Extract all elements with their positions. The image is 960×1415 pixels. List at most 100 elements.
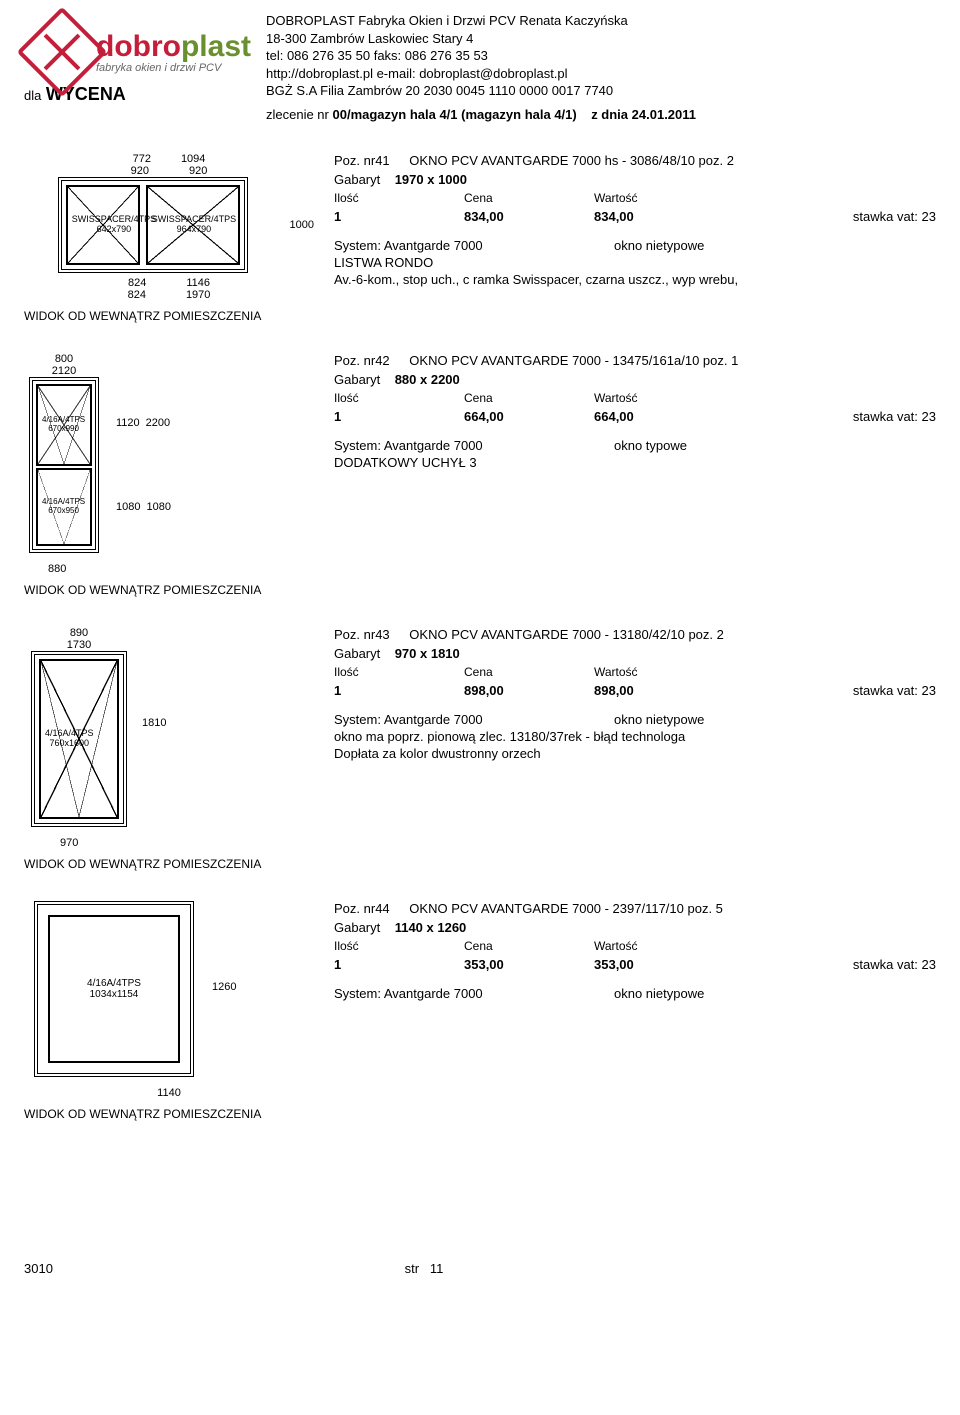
order-line: zlecenie nr 00/magazyn hala 4/1 (magazyn… bbox=[266, 106, 936, 124]
glass-42-top: 4/16A/4TPS 670x990 bbox=[42, 416, 85, 434]
poz-42-title: OKNO PCV AVANTGARDE 7000 - 13475/161a/10… bbox=[409, 353, 738, 368]
system-label: System: bbox=[334, 238, 381, 253]
gl-43-name: 4/16A/4TPS bbox=[45, 728, 94, 738]
dim-970: 970 bbox=[60, 837, 314, 849]
okno-type-44: okno nietypowe bbox=[614, 986, 704, 1001]
gabaryt-label: Gabaryt bbox=[334, 646, 380, 661]
qty-values-43: 1 898,00 898,00 stawka vat: 23 bbox=[334, 683, 936, 698]
sash-top-42: 4/16A/4TPS 670x990 bbox=[36, 384, 92, 466]
gabaryt-44-row: Gabaryt 1140 x 1260 bbox=[334, 920, 936, 935]
poz-label: Poz. bbox=[334, 627, 360, 642]
note-42-0: DODATKOWY UCHYŁ 3 bbox=[334, 455, 936, 470]
dim-890: 890 bbox=[24, 627, 134, 639]
position-41: 772 1094 920 920 SWISSPACER/4TPS 642x790… bbox=[24, 153, 936, 323]
dim-772: 772 bbox=[133, 153, 151, 165]
wartosc-44: 353,00 bbox=[594, 957, 634, 972]
ilosc-43: 1 bbox=[334, 683, 341, 698]
wartosc-h: Wartość bbox=[594, 939, 714, 953]
qty-headers-42: Ilość Cena Wartość bbox=[334, 391, 936, 405]
poz-44-title: OKNO PCV AVANTGARDE 7000 - 2397/117/10 p… bbox=[409, 901, 723, 916]
position-43: 890 1730 4/16A/4TPS 760x1600 1810 970 WI… bbox=[24, 627, 936, 871]
gabaryt-label: Gabaryt bbox=[334, 920, 380, 935]
note-43-0: okno ma poprz. pionową zlec. 13180/37rek… bbox=[334, 729, 936, 744]
logo-name-2: plast bbox=[181, 30, 251, 63]
cena-43: 898,00 bbox=[464, 683, 504, 698]
window-frame-44: 4/16A/4TPS 1034x1154 bbox=[34, 901, 194, 1077]
page-number: 11 bbox=[430, 1261, 444, 1276]
gl-l-name: SWISSPACER/4TPS bbox=[72, 214, 156, 224]
ilosc-h: Ilość bbox=[334, 665, 424, 679]
bank-line: BGŻ S.A Filia Zambrów 20 2030 0045 1110 … bbox=[266, 82, 936, 100]
wartosc-42: 664,00 bbox=[594, 409, 634, 424]
dim-824a: 824 bbox=[128, 277, 146, 289]
position-42: 800 2120 4/16A/4TPS 670x990 4/16A/4TPS 6… bbox=[24, 353, 936, 597]
system-label: System: bbox=[334, 986, 381, 1001]
dim-1260: 1260 bbox=[212, 981, 236, 993]
note-41-0: LISTWA RONDO bbox=[334, 255, 936, 270]
dim-920a: 920 bbox=[131, 165, 149, 177]
web-line: http://dobroplast.pl e-mail: dobroplast@… bbox=[266, 65, 936, 83]
vat-42: 23 bbox=[922, 409, 936, 424]
sash-bottom-42: 4/16A/4TPS 670x950 bbox=[36, 468, 92, 546]
system-43-row: System: Avantgarde 7000 okno nietypowe bbox=[334, 712, 936, 727]
company-line: DOBROPLAST Fabryka Okien i Drzwi PCV Ren… bbox=[266, 12, 936, 30]
glass-44: 4/16A/4TPS 1034x1154 bbox=[87, 978, 141, 1000]
dim-1730: 1730 bbox=[24, 639, 134, 651]
tel-line: tel: 086 276 35 50 faks: 086 276 35 53 bbox=[266, 47, 936, 65]
poz-44-id: nr44 bbox=[364, 901, 390, 916]
dim-2200: 2200 bbox=[146, 417, 170, 429]
okno-type-41: okno nietypowe bbox=[614, 238, 704, 253]
order-prefix: zlecenie nr bbox=[266, 107, 329, 122]
system-42: Avantgarde 7000 bbox=[384, 438, 483, 453]
dim-800: 800 bbox=[24, 353, 104, 365]
position-43-drawing: 890 1730 4/16A/4TPS 760x1600 1810 970 WI… bbox=[24, 627, 314, 871]
wartosc-h: Wartość bbox=[594, 191, 714, 205]
logo-name: dobroplast bbox=[96, 30, 254, 64]
page-header: dobroplast fabryka okien i drzwi PCV dla… bbox=[24, 12, 936, 123]
dim-h-1000: 1000 bbox=[290, 219, 314, 231]
gabaryt-label: Gabaryt bbox=[334, 172, 380, 187]
sash-left: SWISSPACER/4TPS 642x790 bbox=[66, 185, 140, 265]
cena-42: 664,00 bbox=[464, 409, 504, 424]
position-44: 4/16A/4TPS 1034x1154 1260 1140 WIDOK OD … bbox=[24, 901, 936, 1121]
sash-43: 4/16A/4TPS 760x1600 bbox=[39, 659, 119, 819]
position-42-details: Poz. nr42 OKNO PCV AVANTGARDE 7000 - 134… bbox=[334, 353, 936, 470]
pos-44-head: Poz. nr44 OKNO PCV AVANTGARDE 7000 - 239… bbox=[334, 901, 936, 916]
stawka-label: stawka vat: bbox=[853, 209, 918, 224]
company-info: DOBROPLAST Fabryka Okien i Drzwi PCV Ren… bbox=[266, 12, 936, 123]
note-41-1: Av.-6-kom., stop uch., c ramka Swisspace… bbox=[334, 272, 936, 287]
logo: dobroplast fabryka okien i drzwi PCV bbox=[24, 12, 254, 74]
sash-44: 4/16A/4TPS 1034x1154 bbox=[48, 915, 180, 1063]
position-44-drawing: 4/16A/4TPS 1034x1154 1260 1140 WIDOK OD … bbox=[24, 901, 314, 1121]
position-42-drawing: 800 2120 4/16A/4TPS 670x990 4/16A/4TPS 6… bbox=[24, 353, 314, 597]
ilosc-41: 1 bbox=[334, 209, 341, 224]
ilosc-h: Ilość bbox=[334, 391, 424, 405]
vat-43: 23 bbox=[922, 683, 936, 698]
glass-label-l: SWISSPACER/4TPS 642x790 bbox=[72, 215, 156, 235]
cena-h: Cena bbox=[464, 939, 554, 953]
footer-code: 3010 bbox=[24, 1261, 324, 1276]
dim-1810: 1810 bbox=[142, 717, 166, 729]
gl-43-dim: 760x1600 bbox=[49, 738, 89, 748]
ilosc-42: 1 bbox=[334, 409, 341, 424]
dim-1120: 1120 bbox=[116, 417, 140, 429]
gabaryt-43-row: Gabaryt 970 x 1810 bbox=[334, 646, 936, 661]
stawka-label: stawka vat: bbox=[853, 683, 918, 698]
order-number: 00/magazyn hala 4/1 (magazyn hala 4/1) bbox=[333, 107, 577, 122]
cena-h: Cena bbox=[464, 391, 554, 405]
ilosc-h: Ilość bbox=[334, 939, 424, 953]
pos-42-head: Poz. nr42 OKNO PCV AVANTGARDE 7000 - 134… bbox=[334, 353, 936, 368]
qty-headers-43: Ilość Cena Wartość bbox=[334, 665, 936, 679]
wartosc-h: Wartość bbox=[594, 391, 714, 405]
gl-42t-name: 4/16A/4TPS bbox=[42, 415, 85, 424]
note-43-1: Dopłata za kolor dwustronny orzech bbox=[334, 746, 936, 761]
gabaryt-label: Gabaryt bbox=[334, 372, 380, 387]
gl-42t-dim: 670x990 bbox=[48, 424, 79, 433]
system-41: Avantgarde 7000 bbox=[384, 238, 483, 253]
dim-1094: 1094 bbox=[181, 153, 205, 165]
dim-880: 880 bbox=[48, 563, 314, 575]
vat-44: 23 bbox=[922, 957, 936, 972]
pos-41-head: Poz. nr41 OKNO PCV AVANTGARDE 7000 hs - … bbox=[334, 153, 936, 168]
cena-41: 834,00 bbox=[464, 209, 504, 224]
okno-type-42: okno typowe bbox=[614, 438, 687, 453]
